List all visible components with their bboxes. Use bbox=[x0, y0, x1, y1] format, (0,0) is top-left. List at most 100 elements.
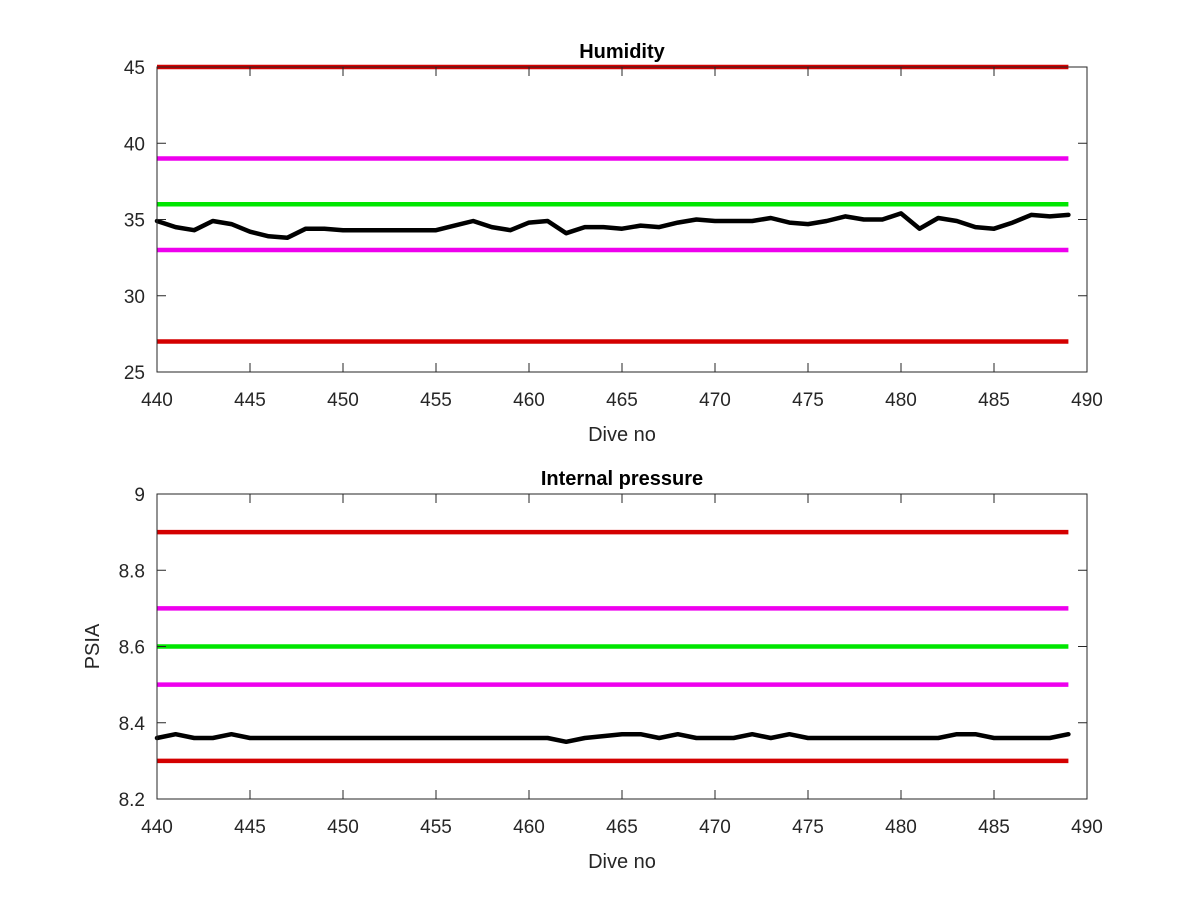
data-point bbox=[453, 224, 456, 227]
data-point bbox=[453, 736, 456, 740]
x-tick-label: 485 bbox=[978, 390, 1010, 411]
data-point bbox=[602, 734, 605, 738]
data-point bbox=[620, 732, 624, 736]
x-tick-label: 470 bbox=[699, 817, 731, 838]
data-series-line bbox=[154, 731, 1071, 745]
data-point bbox=[732, 736, 735, 740]
data-point bbox=[695, 218, 698, 221]
data-point bbox=[472, 219, 475, 223]
y-tick-label: 8.6 bbox=[119, 638, 145, 659]
data-point bbox=[379, 228, 382, 232]
data-point bbox=[639, 224, 642, 227]
data-point bbox=[992, 227, 996, 230]
data-point bbox=[416, 736, 419, 740]
data-point bbox=[751, 732, 754, 736]
data-point bbox=[565, 740, 568, 744]
data-point bbox=[267, 736, 270, 740]
x-tick-label: 440 bbox=[141, 817, 173, 838]
data-point bbox=[676, 732, 679, 736]
data-point bbox=[527, 221, 531, 224]
data-point bbox=[397, 228, 400, 232]
data-point bbox=[397, 736, 400, 740]
data-point bbox=[937, 736, 940, 740]
x-tick-label: 445 bbox=[234, 390, 266, 411]
data-point bbox=[825, 736, 828, 740]
y-tick-label: 8.4 bbox=[119, 714, 146, 735]
data-point bbox=[360, 736, 363, 740]
data-point bbox=[323, 227, 326, 230]
data-point bbox=[844, 736, 847, 740]
y-tick-label: 9 bbox=[134, 485, 145, 506]
data-point bbox=[323, 736, 326, 740]
x-tick-label: 490 bbox=[1071, 390, 1103, 411]
data-point bbox=[527, 736, 531, 740]
x-tick-label: 455 bbox=[420, 390, 452, 411]
x-tick-label: 480 bbox=[885, 390, 917, 411]
data-point bbox=[806, 736, 810, 740]
y-tick-label: 30 bbox=[124, 287, 145, 308]
data-point bbox=[490, 225, 493, 229]
data-point bbox=[230, 732, 233, 736]
y-axis-label: PSIA bbox=[82, 623, 104, 669]
data-point bbox=[788, 221, 791, 224]
data-series-line bbox=[154, 211, 1071, 241]
data-point bbox=[211, 736, 214, 740]
data-point bbox=[341, 736, 345, 740]
x-tick-label: 465 bbox=[606, 390, 638, 411]
data-point bbox=[509, 228, 512, 232]
y-tick-label: 35 bbox=[124, 211, 145, 232]
data-point bbox=[434, 228, 438, 232]
data-point bbox=[286, 236, 289, 239]
x-tick-label: 460 bbox=[513, 817, 545, 838]
y-tick-label: 45 bbox=[124, 58, 145, 79]
y-tick-label: 25 bbox=[124, 363, 145, 384]
data-point bbox=[937, 216, 940, 220]
data-point bbox=[992, 736, 996, 740]
data-point bbox=[899, 736, 903, 740]
x-tick-label: 490 bbox=[1071, 817, 1103, 838]
data-point bbox=[602, 225, 605, 229]
data-point bbox=[620, 227, 624, 230]
x-tick-label: 460 bbox=[513, 390, 545, 411]
data-point bbox=[248, 736, 252, 740]
data-point bbox=[881, 218, 884, 221]
data-point bbox=[509, 736, 512, 740]
data-point bbox=[248, 230, 252, 233]
x-tick-label: 445 bbox=[234, 817, 266, 838]
x-tick-label: 485 bbox=[978, 817, 1010, 838]
data-point bbox=[193, 736, 196, 740]
chart-title: Humidity bbox=[579, 41, 665, 63]
x-tick-label: 475 bbox=[792, 817, 824, 838]
data-point bbox=[211, 219, 214, 223]
data-point bbox=[825, 219, 828, 223]
data-point bbox=[304, 736, 307, 740]
data-point bbox=[751, 219, 754, 223]
x-tick-label: 455 bbox=[420, 817, 452, 838]
data-point bbox=[713, 736, 717, 740]
x-tick-label: 465 bbox=[606, 817, 638, 838]
data-point bbox=[286, 736, 289, 740]
data-point bbox=[360, 228, 363, 232]
data-point bbox=[267, 235, 270, 238]
data-point bbox=[769, 216, 772, 220]
internal-pressure-panel: 440 445 450 455 460 465 470 475 480 485 490 8.2 8.4 8… bbox=[82, 468, 1103, 873]
data-point bbox=[676, 221, 679, 224]
y-tick-label: 40 bbox=[124, 134, 145, 155]
data-point bbox=[918, 736, 921, 740]
data-point bbox=[379, 736, 382, 740]
data-point bbox=[713, 219, 717, 223]
data-point bbox=[1048, 215, 1052, 218]
data-point bbox=[806, 222, 810, 226]
data-point bbox=[974, 225, 977, 229]
data-point bbox=[1030, 213, 1033, 217]
data-point bbox=[974, 732, 977, 736]
data-point bbox=[583, 736, 586, 740]
data-point bbox=[230, 222, 233, 226]
x-axis-label: Dive no bbox=[588, 851, 656, 873]
data-point bbox=[862, 218, 865, 221]
data-point bbox=[174, 225, 177, 229]
data-point bbox=[658, 736, 661, 740]
data-point bbox=[918, 227, 921, 230]
data-point bbox=[341, 228, 345, 232]
